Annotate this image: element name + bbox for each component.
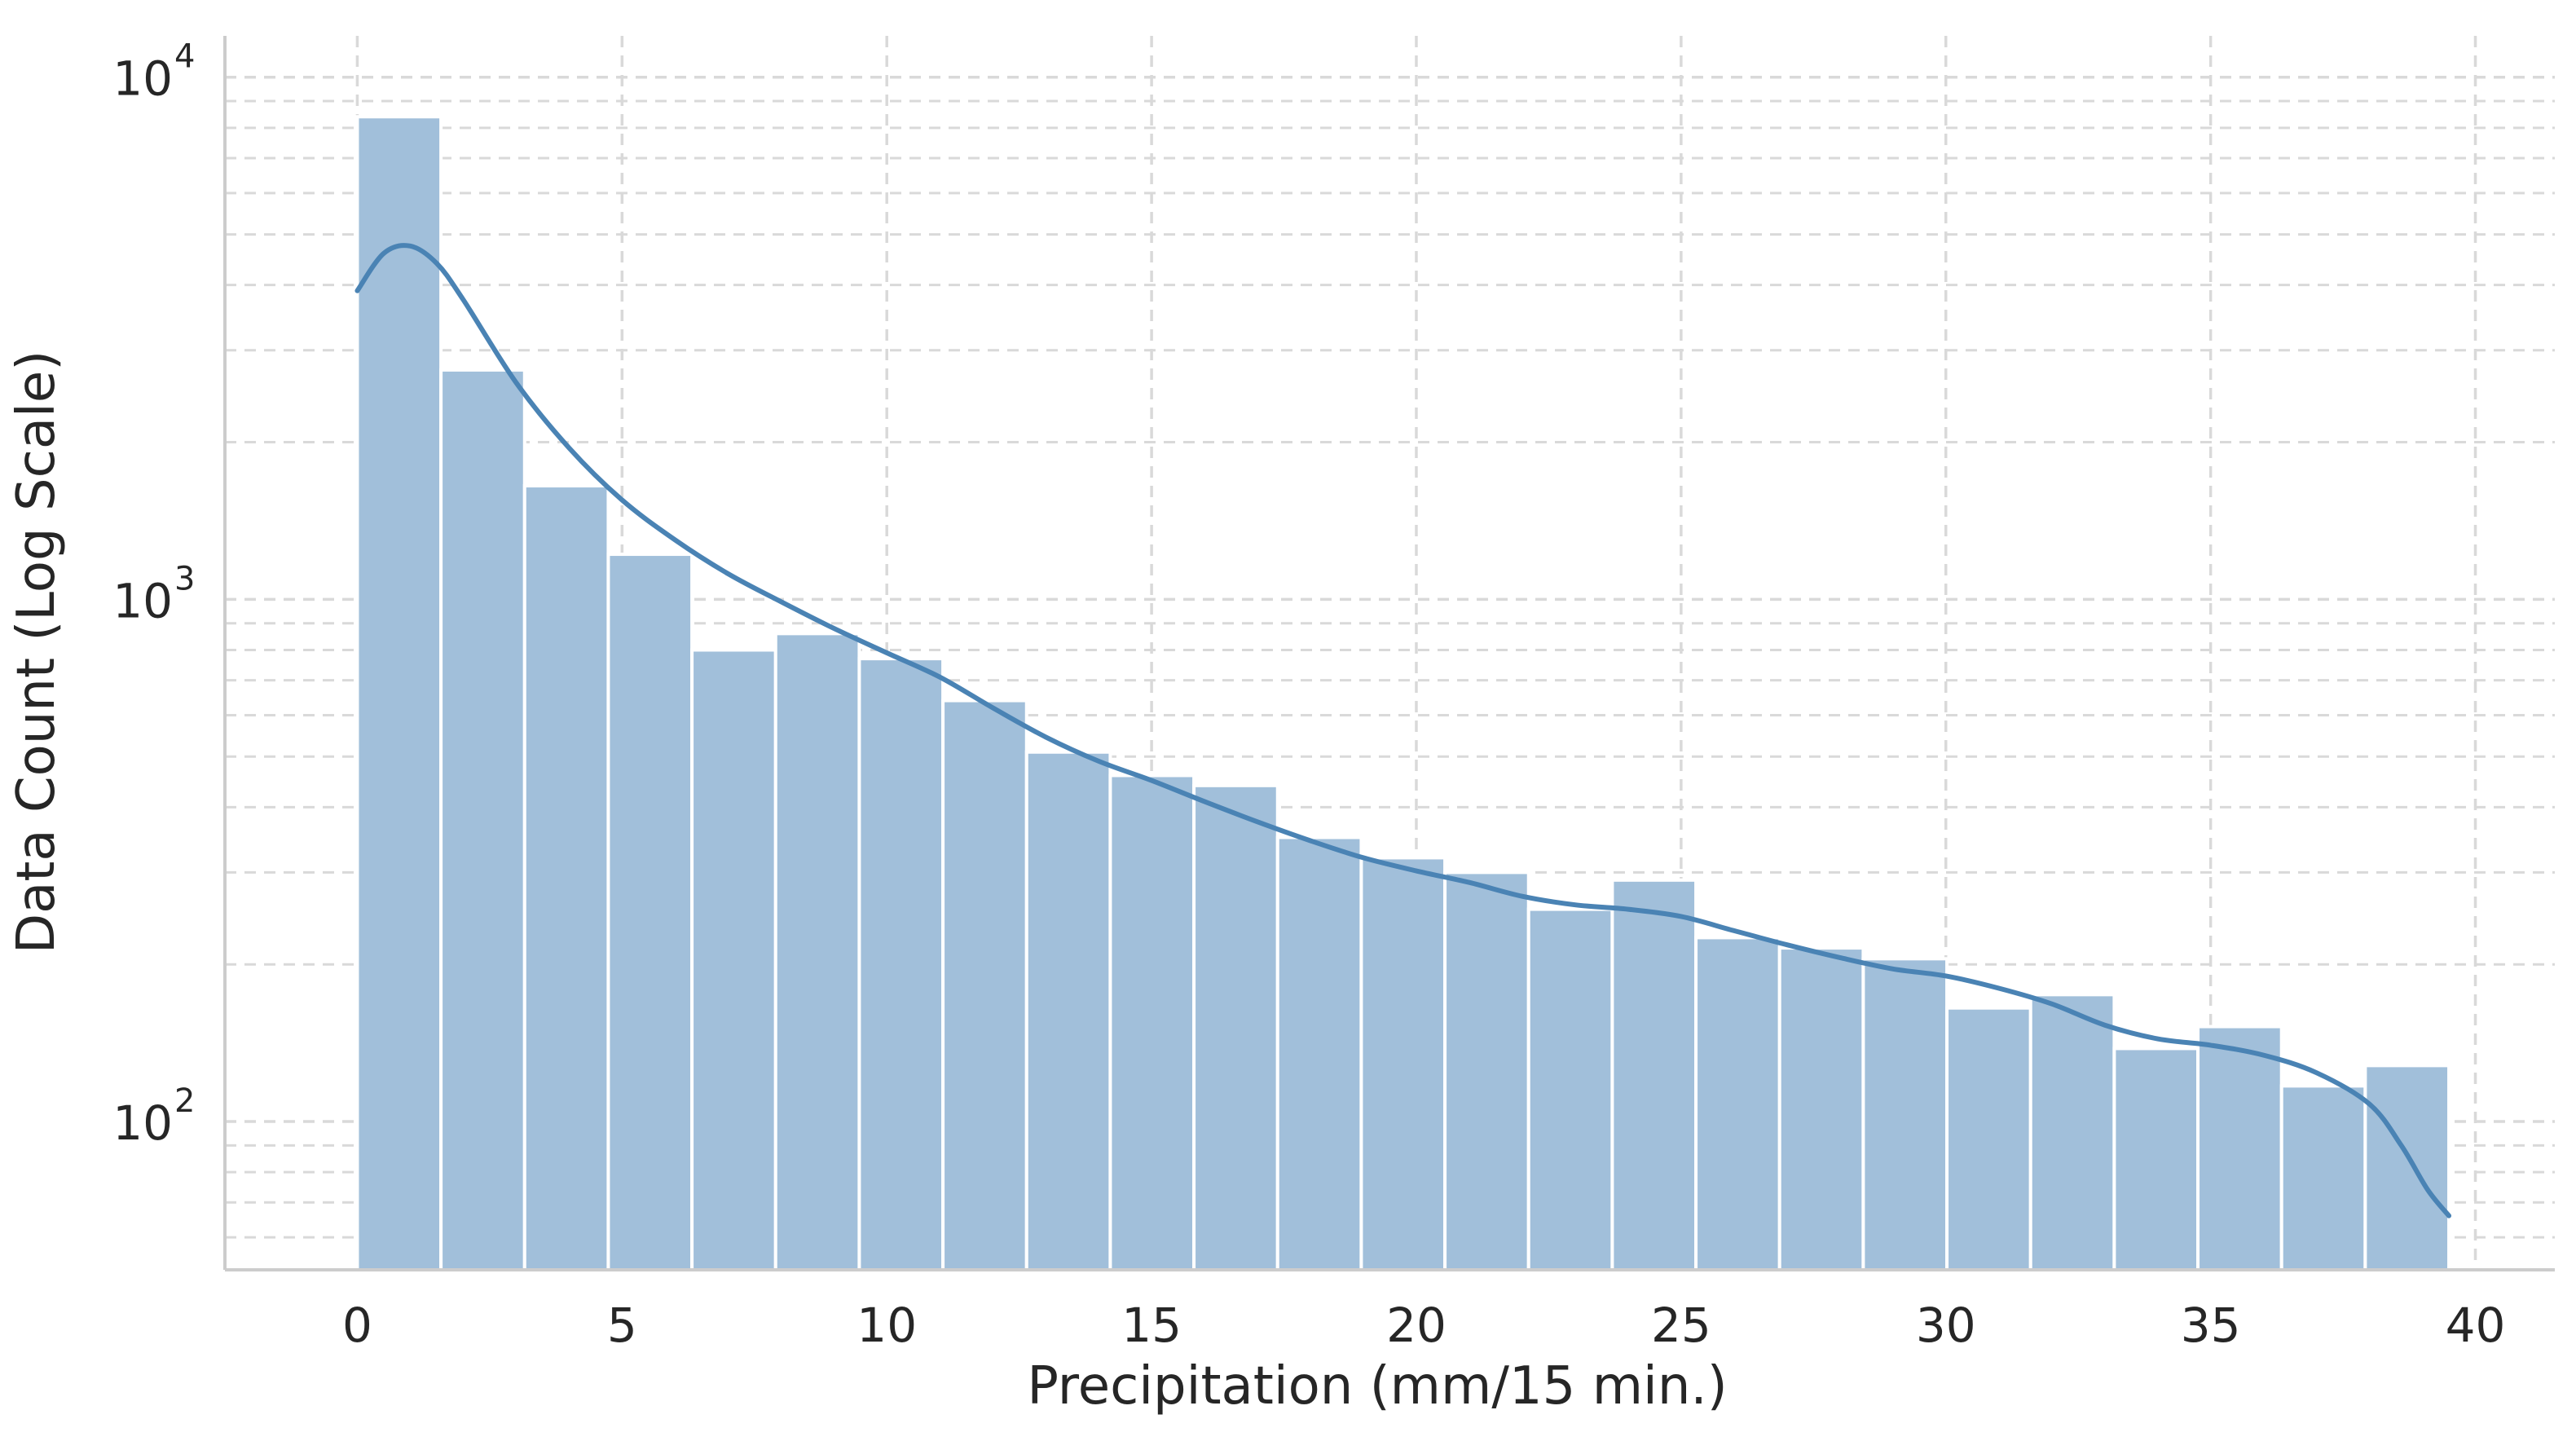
y-tick-exponent: 3: [174, 560, 195, 597]
histogram-bar: [857, 657, 945, 1271]
histogram-bar: [690, 648, 777, 1271]
histogram-bar: [1108, 773, 1196, 1271]
histogram-bar: [439, 368, 526, 1271]
x-tick-label: 5: [607, 1298, 637, 1353]
histogram-bar: [1024, 750, 1112, 1271]
histogram-bar: [1443, 870, 1530, 1271]
kde-curve-group: [354, 243, 2452, 1218]
y-tick-base: 10: [112, 1095, 173, 1151]
histogram-bar: [1192, 783, 1279, 1271]
histogram-bar: [1777, 946, 1865, 1271]
x-tick-label: 15: [1121, 1298, 1182, 1353]
histogram-bar: [1275, 835, 1363, 1272]
histogram-bar: [2363, 1064, 2451, 1272]
y-tick-exponent: 4: [174, 38, 195, 76]
grid-lines: [225, 36, 2555, 1270]
x-tick-label: 20: [1386, 1298, 1447, 1353]
kde-curve: [354, 243, 2452, 1218]
y-tick-label: 10 3: [112, 560, 195, 628]
x-tick-label: 0: [342, 1298, 372, 1353]
histogram-bar: [2112, 1047, 2200, 1271]
histogram-bar: [1359, 856, 1447, 1272]
axes: [223, 36, 2555, 1271]
y-tick-base: 10: [112, 51, 173, 107]
x-tick-label: 25: [1651, 1298, 1711, 1353]
y-tick-label: 10 4: [112, 38, 195, 107]
histogram-bar: [2279, 1084, 2367, 1271]
y-tick-exponent: 2: [174, 1082, 195, 1120]
histogram-bar: [2196, 1025, 2283, 1271]
y-axis-title: Data Count (Log Scale): [7, 350, 67, 954]
histogram-bar: [1945, 1006, 2032, 1272]
x-tick-label: 10: [856, 1298, 917, 1353]
x-axis-title: Precipitation (mm/15 min.): [1027, 1356, 1727, 1417]
histogram-bar: [606, 553, 694, 1271]
histogram-bar: [355, 115, 443, 1272]
histogram-bar: [1861, 957, 1949, 1271]
y-tick-base: 10: [112, 573, 173, 628]
x-tick-label: 40: [2446, 1298, 2506, 1353]
histogram-bar: [1694, 936, 1781, 1271]
histogram-bar: [941, 698, 1028, 1271]
histogram-bar: [522, 484, 610, 1271]
histogram-bar: [773, 632, 861, 1271]
histogram-bars: [355, 115, 2451, 1272]
x-tick-label: 35: [2181, 1298, 2241, 1353]
histogram-bar: [2028, 993, 2116, 1271]
x-tick-label: 30: [1916, 1298, 1976, 1353]
histogram-bar: [1610, 878, 1698, 1271]
y-tick-label: 10 2: [112, 1082, 195, 1151]
histogram-bar: [1526, 907, 1614, 1271]
